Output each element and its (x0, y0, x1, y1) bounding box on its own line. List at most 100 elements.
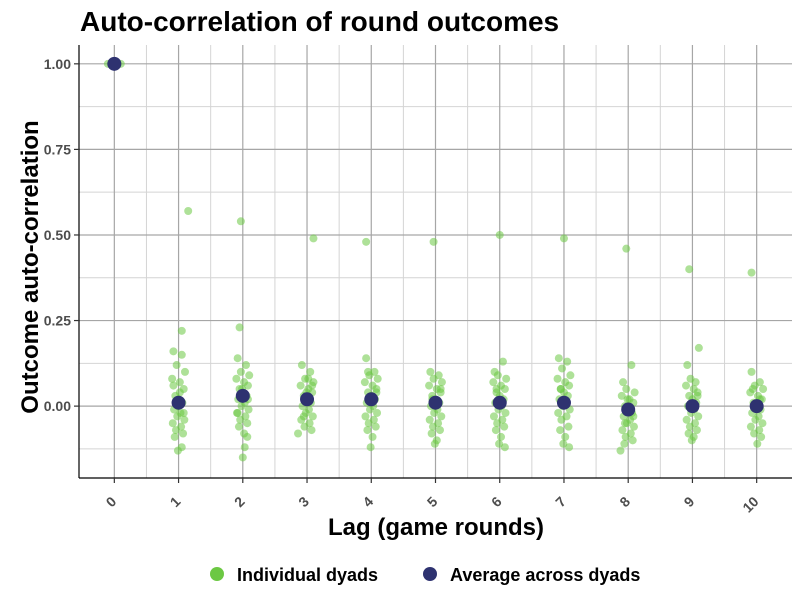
individual-dyad-point (616, 446, 625, 455)
individual-dyad-point (620, 419, 629, 428)
individual-dyad-point (365, 405, 374, 414)
individual-dyad-point (307, 426, 316, 435)
individual-dyad-point (373, 408, 382, 417)
x-axis-title: Lag (game rounds) (328, 514, 544, 541)
individual-dyad-point (179, 429, 188, 438)
x-tick-label: 4 (359, 493, 376, 510)
individual-dyad-point (618, 426, 627, 435)
average-point (107, 56, 122, 71)
individual-dyad-point (498, 357, 507, 366)
individual-dyad-point (619, 378, 628, 387)
individual-dyad-point (309, 234, 318, 243)
average-point (685, 399, 700, 414)
individual-dyad-point (368, 432, 377, 441)
individual-dyad-point (565, 381, 574, 390)
individual-dyad-point (437, 412, 446, 421)
individual-dyad-point (361, 412, 370, 421)
individual-dyad-point (622, 244, 631, 253)
individual-dyad-point (179, 408, 188, 417)
individual-dyad-point (758, 419, 767, 428)
y-tick-label: 0.50 (44, 227, 71, 243)
individual-dyad-point (747, 268, 756, 277)
individual-dyad-point (627, 361, 636, 370)
individual-dyad-point (692, 426, 701, 435)
individual-dyad-point (425, 415, 434, 424)
individual-dyad-point (620, 439, 629, 448)
individual-dyad-point (687, 436, 696, 445)
individual-dyad-point (428, 422, 437, 431)
individual-dyad-point (564, 422, 573, 431)
individual-dyad-point (493, 419, 502, 428)
individual-dyad-point (565, 443, 574, 452)
individual-dyad-point (492, 385, 501, 394)
individual-dyad-point (184, 207, 193, 216)
individual-dyad-point (621, 432, 630, 441)
individual-dyad-point (364, 367, 373, 376)
individual-dyad-point (245, 371, 254, 380)
individual-dyad-point (554, 408, 563, 417)
individual-dyad-point (553, 374, 562, 383)
individual-dyad-point (296, 381, 305, 390)
individual-dyad-point (558, 364, 567, 373)
individual-dyad-point (299, 412, 308, 421)
individual-dyad-point (682, 381, 691, 390)
individual-dyad-point (175, 388, 184, 397)
individual-dyad-point (691, 378, 700, 387)
individual-dyad-point (244, 405, 253, 414)
individual-dyad-point (180, 415, 189, 424)
individual-dyad-point (233, 408, 242, 417)
individual-dyad-point (234, 422, 243, 431)
individual-dyad-point (501, 408, 510, 417)
individual-dyad-point (682, 415, 691, 424)
individual-dyad-point (495, 439, 504, 448)
individual-dyad-point (685, 422, 694, 431)
individual-dyad-point (693, 391, 702, 400)
individual-dyad-point (566, 371, 575, 380)
individual-dyad-point (437, 378, 446, 387)
individual-dyad-point (685, 265, 694, 274)
individual-dyad-point (497, 432, 506, 441)
individual-dyad-point (235, 323, 244, 332)
individual-dyad-point (169, 347, 178, 356)
individual-dyad-point (233, 354, 242, 363)
individual-dyad-point (556, 426, 565, 435)
individual-dyad-point (173, 412, 182, 421)
individual-dyad-point (300, 422, 309, 431)
average-point (556, 395, 571, 410)
individual-dyad-point (746, 422, 755, 431)
individual-dyad-point (435, 426, 444, 435)
individual-dyad-point (238, 453, 247, 462)
individual-dyad-point (747, 367, 756, 376)
individual-dyad-point (489, 378, 498, 387)
individual-dyad-point (493, 371, 502, 380)
individual-dyad-point (617, 391, 626, 400)
individual-dyad-point (561, 432, 570, 441)
x-tick-label: 6 (488, 493, 505, 510)
individual-dyad-point (236, 367, 245, 376)
individual-dyad-point (362, 354, 371, 363)
x-tick-label: 1 (167, 493, 184, 510)
individual-dyad-point (169, 381, 178, 390)
individual-dyad-point (430, 439, 439, 448)
individual-dyad-point (500, 385, 509, 394)
individual-dyad-point (748, 385, 757, 394)
tick-labels: 0 1 2 3 4 5 6 7 8 9 10 0.00 0.25 0.50 0.75 1.00 (44, 56, 762, 516)
individual-dyad-point (308, 412, 317, 421)
individual-dyad-point (363, 426, 372, 435)
individual-dyad-point (753, 439, 762, 448)
individual-dyad-point (177, 443, 186, 452)
individual-dyad-point (427, 429, 436, 438)
individual-dyad-point (429, 237, 438, 246)
individual-dyad-point (360, 378, 369, 387)
individual-dyad-point (232, 374, 241, 383)
individual-dyad-point (366, 443, 375, 452)
individual-dyad-point (751, 415, 760, 424)
individual-dyad-point (362, 237, 371, 246)
individual-dyad-point (757, 432, 766, 441)
individual-dyad-point (436, 385, 445, 394)
individual-dyad-point (563, 357, 572, 366)
individual-dyad-point (429, 374, 438, 383)
individual-dyad-point (236, 217, 245, 226)
average-point (492, 395, 507, 410)
